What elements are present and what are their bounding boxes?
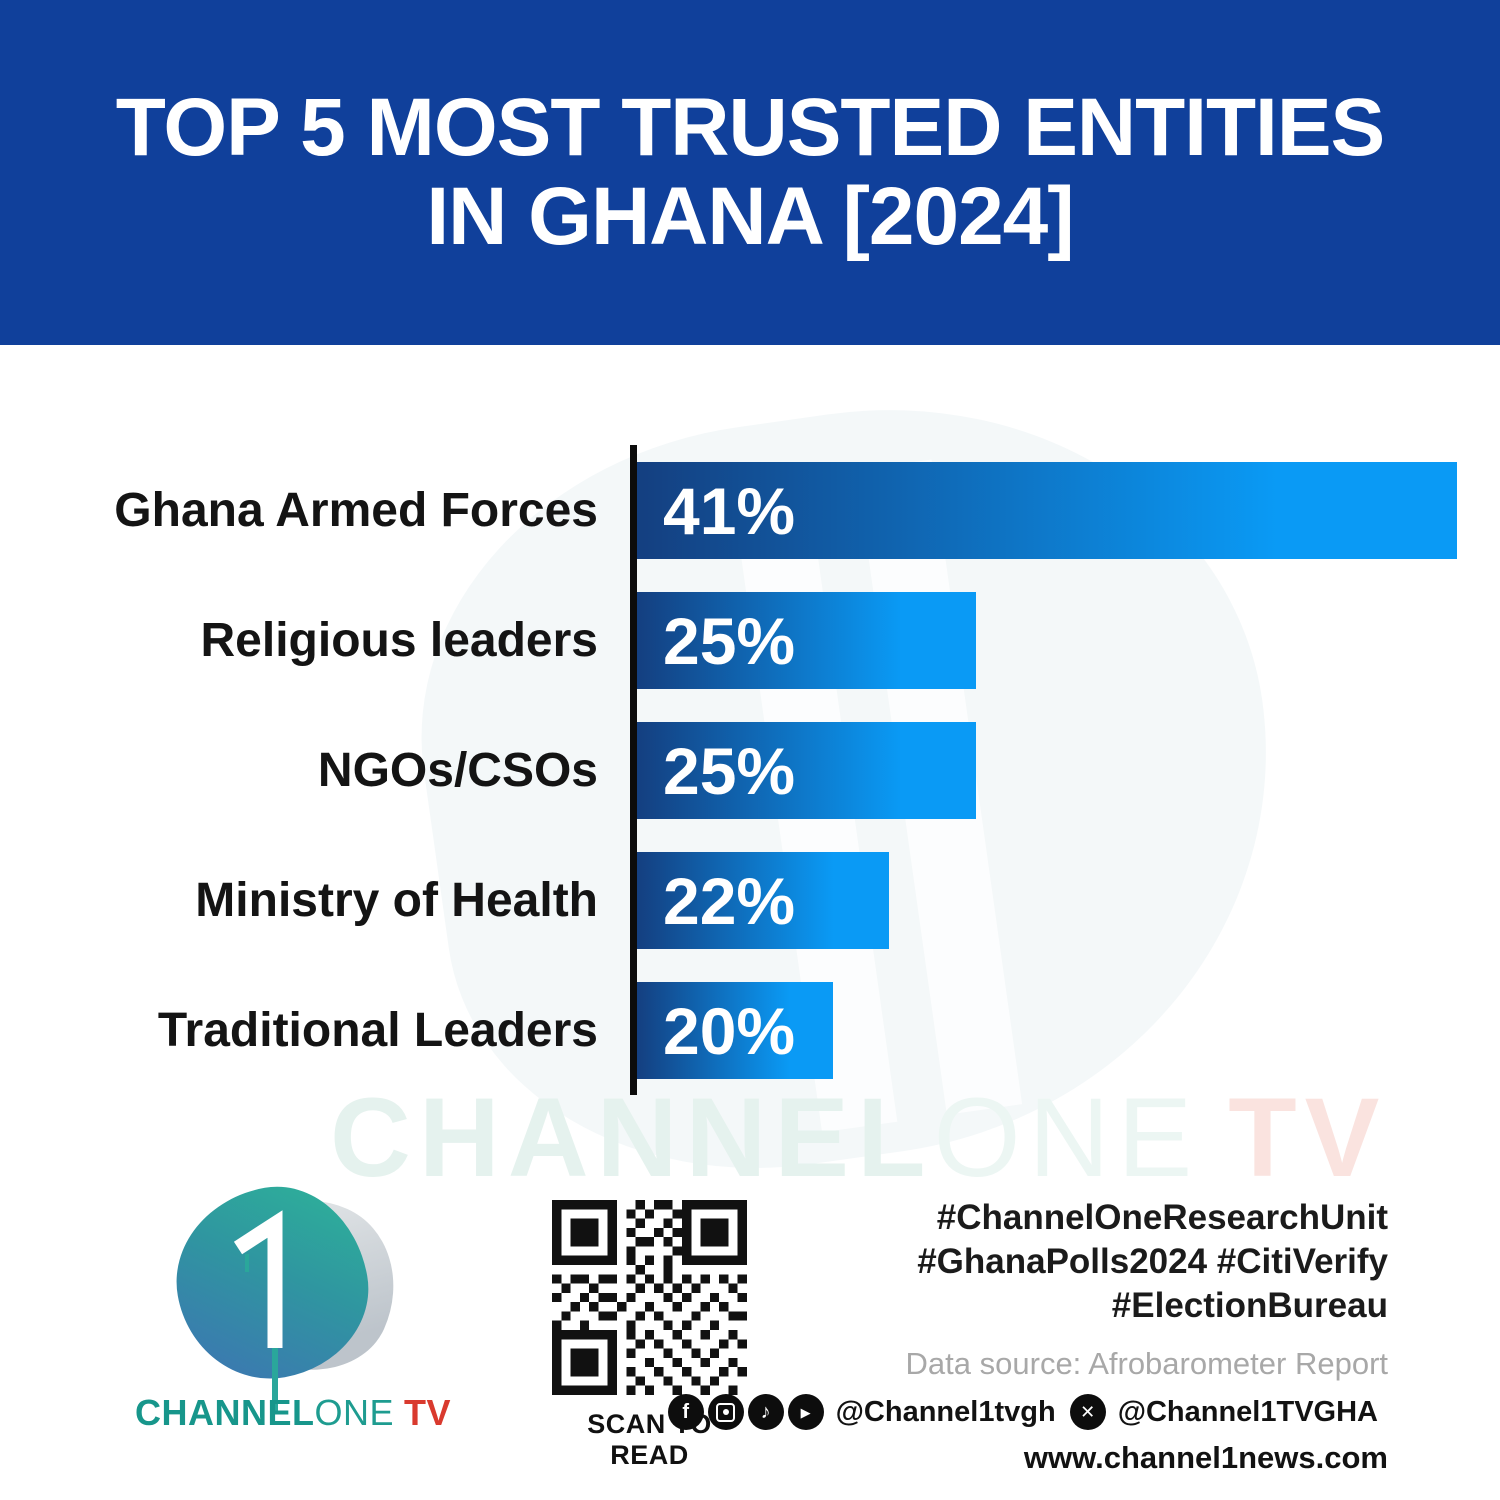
category-label: Ghana Armed Forces xyxy=(114,484,598,537)
bar-traditional-leaders: 20% xyxy=(637,982,833,1079)
bar-value-label: 41% xyxy=(663,473,796,548)
tiktok-icon: ♪ xyxy=(747,1394,784,1430)
channel-one-tv-logo: CHANNELONE TV xyxy=(135,1172,451,1450)
bar-value-label: 25% xyxy=(663,603,796,678)
header-banner: TOP 5 MOST TRUSTED ENTITIES IN GHANA [20… xyxy=(0,0,1500,345)
logo-wordmark: CHANNELONE TV xyxy=(135,1392,451,1434)
website-url: www.channel1news.com xyxy=(1023,1440,1388,1475)
bar-ghana-armed-forces: 41% xyxy=(637,462,1457,559)
category-label: NGOs/CSOs xyxy=(317,744,598,797)
bar-value-label: 22% xyxy=(663,863,796,938)
bar-value-label: 20% xyxy=(663,993,796,1068)
bar-ngos-csos: 25% xyxy=(637,722,976,819)
watermark-one: ONE xyxy=(933,1075,1201,1200)
footer-right-block: #ChannelOneResearchUnit #GhanaPolls2024 … xyxy=(667,1196,1388,1476)
bar-ministry-of-health: 22% xyxy=(637,852,889,949)
page-title-line1: TOP 5 MOST TRUSTED ENTITIES xyxy=(115,81,1385,173)
y-axis-line xyxy=(630,445,637,1095)
data-source-text: Data source: Afrobarometer Report xyxy=(905,1346,1388,1381)
instagram-icon xyxy=(707,1394,744,1430)
watermark-wordmark: CHANNELONE TV xyxy=(330,1082,1387,1194)
hashtag-line: #ChannelOneResearchUnit xyxy=(936,1198,1388,1237)
facebook-icon: f xyxy=(667,1394,704,1430)
youtube-icon: ▶ xyxy=(787,1394,824,1430)
bar-religious-leaders: 25% xyxy=(637,592,976,689)
logo-wordmark-tv: TV xyxy=(404,1392,452,1433)
hashtag-line: #GhanaPolls2024 #CitiVerify xyxy=(917,1242,1388,1281)
page-title-line2: IN GHANA [2024] xyxy=(426,170,1074,262)
qr-code-block: SCAN TO READ xyxy=(552,1200,747,1471)
logo-one-icon xyxy=(233,1210,283,1412)
social-row: f ♪ ▶ @Channel1tvgh ✕ @Channel1TVGHA xyxy=(667,1394,1388,1430)
logo-wordmark-channel: CHANNEL xyxy=(135,1392,315,1433)
category-label: Religious leaders xyxy=(200,614,598,667)
watermark-tv: TV xyxy=(1228,1075,1388,1200)
watermark-channel: CHANNEL xyxy=(330,1075,934,1200)
qr-code xyxy=(552,1200,747,1395)
category-label: Traditional Leaders xyxy=(157,1004,598,1057)
social-handle-1: @Channel1tvgh xyxy=(835,1395,1056,1428)
social-handle-2: @Channel1TVGHA xyxy=(1117,1395,1378,1428)
category-label: Ministry of Health xyxy=(195,874,598,927)
x-icon: ✕ xyxy=(1069,1394,1106,1430)
hashtag-line: #ElectionBureau xyxy=(1111,1286,1388,1325)
bar-value-label: 25% xyxy=(663,733,796,808)
logo-wordmark-one: ONE xyxy=(314,1392,395,1433)
